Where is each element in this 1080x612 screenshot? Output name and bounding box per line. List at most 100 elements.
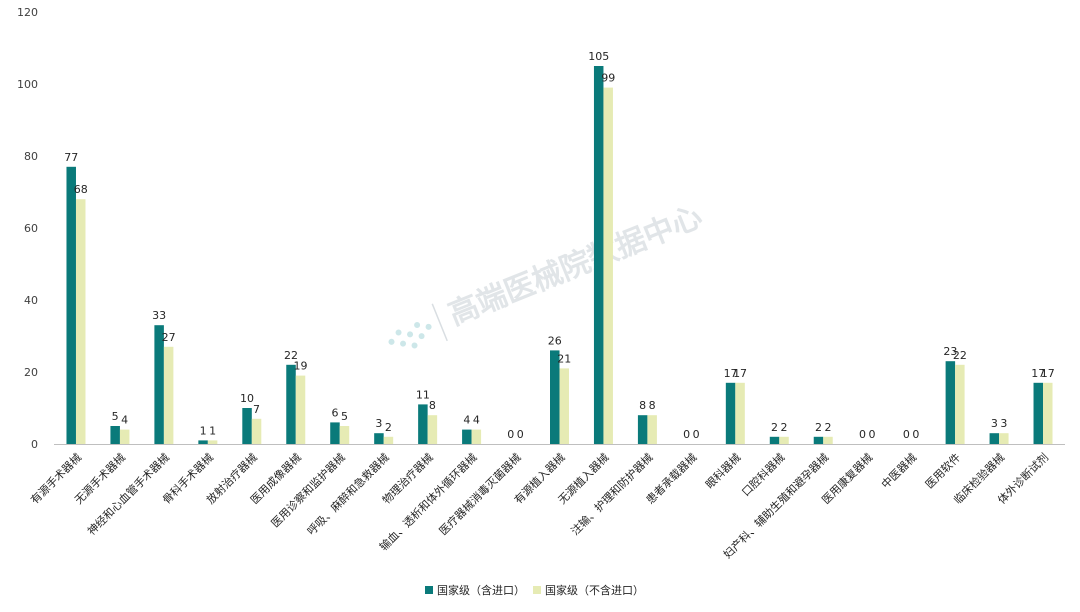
bar-series-2 bbox=[955, 364, 965, 444]
data-label-series-2: 0 bbox=[517, 428, 524, 441]
bar-series-2 bbox=[119, 429, 130, 444]
bar-series-2 bbox=[735, 382, 745, 444]
bar-series-2 bbox=[999, 433, 1009, 444]
data-label-series-1: 10 bbox=[240, 392, 254, 405]
category-labels: 有源手术器械无源手术器械神经和心血管手术器械骨科手术器械放射治疗器械医用成像器械… bbox=[28, 450, 1052, 561]
category-label: 中医器械 bbox=[878, 450, 919, 491]
data-label-series-1: 6 bbox=[331, 406, 338, 419]
legend-swatch-series-1 bbox=[425, 586, 433, 594]
data-label-series-1: 33 bbox=[152, 309, 166, 322]
data-label-series-1: 8 bbox=[639, 399, 646, 412]
bar-series-1 bbox=[110, 426, 120, 444]
data-label-series-1: 0 bbox=[683, 428, 690, 441]
category-label: 医用软件 bbox=[922, 450, 963, 491]
bar-series-1 bbox=[66, 166, 76, 445]
legend: 国家级（含进口） 国家级（不含进口） bbox=[425, 583, 644, 597]
data-label-series-1: 17 bbox=[724, 367, 738, 380]
data-label-series-1: 0 bbox=[903, 428, 910, 441]
bar-series-2 bbox=[251, 418, 262, 444]
data-label-series-1: 1 bbox=[200, 424, 207, 437]
data-label-series-1: 3 bbox=[991, 417, 998, 430]
data-label-series-1: 3 bbox=[375, 417, 382, 430]
y-tick-label: 40 bbox=[24, 294, 38, 307]
data-label-series-1: 26 bbox=[548, 334, 562, 347]
watermark: 高端医械院数据中心 bbox=[388, 199, 707, 349]
data-label-series-2: 21 bbox=[557, 352, 571, 365]
data-label-series-2: 0 bbox=[868, 428, 875, 441]
data-label-series-2: 17 bbox=[733, 367, 747, 380]
bar-series-1 bbox=[330, 422, 340, 444]
bars bbox=[66, 66, 1053, 445]
bar-series-1 bbox=[593, 66, 604, 444]
category-label: 注输、护理和防护器械 bbox=[568, 450, 656, 538]
bar-series-1 bbox=[286, 364, 296, 444]
legend-label-series-2: 国家级（不含进口） bbox=[545, 583, 644, 597]
y-tick-label: 100 bbox=[17, 78, 38, 91]
data-label-series-1: 23 bbox=[943, 345, 957, 358]
bar-series-1 bbox=[813, 436, 824, 444]
data-label-series-1: 2 bbox=[815, 421, 822, 434]
bar-series-2 bbox=[603, 87, 613, 444]
bar-series-2 bbox=[779, 436, 789, 444]
bar-series-1 bbox=[769, 436, 780, 444]
bar-series-2 bbox=[295, 375, 306, 444]
data-label-series-2: 22 bbox=[953, 349, 967, 362]
y-tick-label: 80 bbox=[24, 150, 38, 163]
data-label-series-2: 2 bbox=[385, 421, 392, 434]
data-label-series-1: 77 bbox=[64, 151, 78, 164]
data-label-series-2: 2 bbox=[781, 421, 788, 434]
category-label: 呼吸、麻醉和急救器械 bbox=[304, 450, 392, 538]
bar-series-2 bbox=[471, 429, 482, 444]
bar-series-1 bbox=[550, 350, 560, 444]
watermark-logo-icon bbox=[388, 303, 448, 349]
data-label-series-1: 2 bbox=[771, 421, 778, 434]
y-tick-label: 20 bbox=[24, 366, 38, 379]
category-label: 眼科器械 bbox=[702, 450, 743, 491]
data-label-series-2: 99 bbox=[601, 72, 615, 85]
bar-series-1 bbox=[945, 361, 956, 444]
data-label-series-1: 22 bbox=[284, 349, 298, 362]
data-label-series-1: 0 bbox=[859, 428, 866, 441]
y-tick-label: 120 bbox=[17, 6, 38, 19]
legend-swatch-series-2 bbox=[533, 586, 541, 594]
y-tick-label: 0 bbox=[31, 438, 38, 451]
data-label-series-2: 8 bbox=[649, 399, 656, 412]
data-label-series-2: 3 bbox=[1000, 417, 1007, 430]
bar-series-1 bbox=[198, 440, 208, 444]
bar-series-2 bbox=[647, 415, 657, 444]
data-label-series-2: 0 bbox=[693, 428, 700, 441]
bar-series-2 bbox=[559, 368, 569, 444]
data-label-series-2: 7 bbox=[253, 403, 260, 416]
bar-series-1 bbox=[637, 415, 648, 444]
data-label-series-2: 4 bbox=[121, 414, 128, 427]
data-label-series-2: 17 bbox=[1041, 367, 1055, 380]
data-label-series-1: 0 bbox=[507, 428, 514, 441]
category-label: 神经和心血管手术器械 bbox=[84, 450, 172, 538]
data-label-series-1: 4 bbox=[463, 414, 470, 427]
y-axis-ticks: 0 20 40 60 80 100 120 bbox=[17, 6, 38, 451]
bar-series-1 bbox=[374, 433, 384, 444]
bar-series-2 bbox=[339, 426, 350, 444]
bar-series-1 bbox=[154, 325, 164, 444]
data-label-series-2: 1 bbox=[209, 424, 216, 437]
bar-series-1 bbox=[242, 408, 252, 444]
bar-series-2 bbox=[823, 436, 833, 444]
bar-series-2 bbox=[75, 199, 86, 444]
data-label-series-2: 2 bbox=[824, 421, 831, 434]
data-label-series-1: 17 bbox=[1031, 367, 1045, 380]
data-label-series-1: 5 bbox=[112, 410, 119, 423]
y-tick-label: 60 bbox=[24, 222, 38, 235]
bar-series-1 bbox=[989, 433, 1000, 444]
bar-series-1 bbox=[1033, 382, 1044, 444]
data-label-series-2: 19 bbox=[294, 360, 308, 373]
legend-label-series-1: 国家级（含进口） bbox=[437, 583, 525, 597]
watermark-text: 高端医械院数据中心 bbox=[444, 199, 707, 333]
category-label: 医用诊察和监护器械 bbox=[268, 450, 348, 530]
bar-series-2 bbox=[163, 346, 174, 444]
bar-series-2 bbox=[427, 415, 438, 444]
data-label-series-2: 4 bbox=[473, 414, 480, 427]
bar-series-1 bbox=[725, 382, 736, 444]
